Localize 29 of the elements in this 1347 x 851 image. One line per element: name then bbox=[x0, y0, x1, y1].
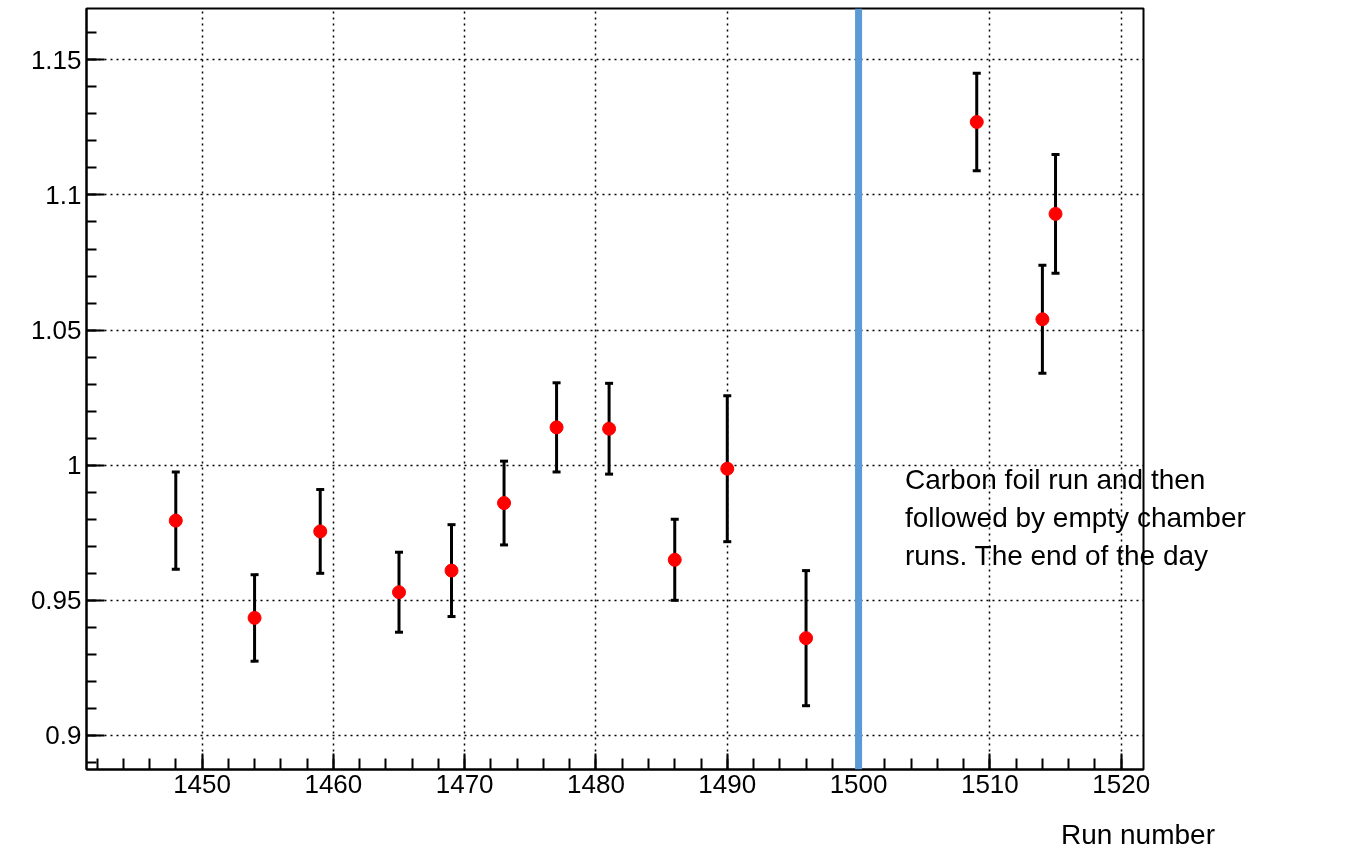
x-tick-label: 1500 bbox=[829, 768, 888, 799]
x-tick-label: 1480 bbox=[567, 768, 625, 799]
y-tick-label: 1 bbox=[67, 450, 82, 481]
point bbox=[1035, 312, 1050, 327]
y-tick-label: 0.95 bbox=[30, 585, 82, 616]
y-tick-label: 0.9 bbox=[45, 720, 82, 751]
point bbox=[444, 563, 459, 578]
point bbox=[313, 524, 328, 539]
point bbox=[168, 513, 183, 528]
y-tick-label: 1.1 bbox=[45, 179, 82, 210]
point bbox=[720, 461, 735, 476]
point bbox=[549, 420, 564, 435]
y-tick-label: 1.15 bbox=[30, 44, 82, 75]
point bbox=[247, 610, 262, 625]
x-tick-label: 1470 bbox=[435, 768, 494, 799]
x-tick-label: 1460 bbox=[304, 768, 363, 799]
x-tick-label: 1490 bbox=[698, 768, 757, 799]
y-tick-label: 1.05 bbox=[30, 315, 82, 346]
point bbox=[799, 631, 814, 646]
point bbox=[497, 496, 512, 511]
x-tick-label: 1450 bbox=[173, 768, 231, 799]
x-axis-title: Run number bbox=[1060, 818, 1215, 851]
point bbox=[392, 585, 406, 600]
x-tick-label: 1510 bbox=[960, 768, 1019, 799]
point bbox=[667, 552, 682, 567]
x-tick-label: 1520 bbox=[1092, 768, 1151, 799]
point bbox=[602, 421, 617, 436]
point bbox=[969, 115, 984, 129]
point bbox=[1048, 206, 1063, 221]
